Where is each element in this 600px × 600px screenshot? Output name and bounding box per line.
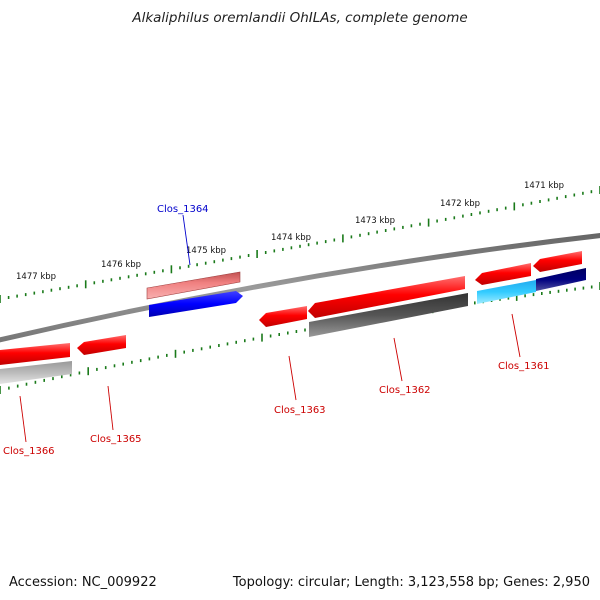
kbp-label-1476: 1476 kbp — [101, 260, 141, 270]
leader-clos-1363 — [288, 355, 297, 401]
gene-clos-1361-a[interactable] — [475, 263, 531, 285]
gene-clos-1364[interactable] — [149, 291, 243, 317]
gene-clos-1366-gray[interactable] — [0, 361, 72, 384]
page-title: Alkaliphilus oremlandii OhILAs, complete… — [132, 10, 468, 26]
kbp-label-1475: 1475 kbp — [186, 246, 226, 256]
gene-clos-1364-outline[interactable] — [146, 271, 241, 300]
accession-text: Accession: NC_009922 — [9, 575, 157, 590]
inner-ruler — [0, 282, 600, 394]
genome-backbone — [0, 233, 600, 343]
kbp-label-1473: 1473 kbp — [355, 216, 395, 226]
gene-label-clos-1361[interactable]: Clos_1361 — [498, 361, 550, 372]
leader-clos-1362 — [393, 337, 403, 382]
gene-clos-1363[interactable] — [259, 306, 307, 327]
gene-clos-1361-navy[interactable] — [536, 268, 586, 291]
genome-summary-text: Topology: circular; Length: 3,123,558 bp… — [232, 575, 590, 590]
gene-label-clos-1363[interactable]: Clos_1363 — [274, 405, 326, 416]
kbp-label-1471: 1471 kbp — [524, 181, 564, 191]
gene-clos-1362[interactable] — [308, 276, 465, 318]
gene-clos-1365[interactable] — [77, 335, 126, 355]
gene-clos-1361-b[interactable] — [533, 251, 582, 272]
gene-clos-1366[interactable] — [0, 343, 70, 365]
gene-label-clos-1362[interactable]: Clos_1362 — [379, 385, 431, 396]
gene-label-clos-1366[interactable]: Clos_1366 — [3, 446, 55, 457]
leader-clos-1361 — [511, 313, 521, 358]
gene-clos-1361-cyan[interactable] — [477, 280, 536, 304]
kbp-label-1474: 1474 kbp — [271, 233, 311, 243]
kbp-label-1472: 1472 kbp — [440, 199, 480, 209]
kbp-label-1477: 1477 kbp — [16, 272, 56, 282]
outer-ruler — [0, 186, 600, 303]
leader-clos-1364 — [182, 214, 191, 266]
leader-clos-1366 — [19, 395, 27, 443]
gene-clos-1362-gray[interactable] — [309, 293, 468, 337]
gene-label-clos-1364[interactable]: Clos_1364 — [157, 204, 209, 215]
leader-clos-1365 — [107, 385, 114, 431]
gene-label-clos-1365[interactable]: Clos_1365 — [90, 434, 142, 445]
